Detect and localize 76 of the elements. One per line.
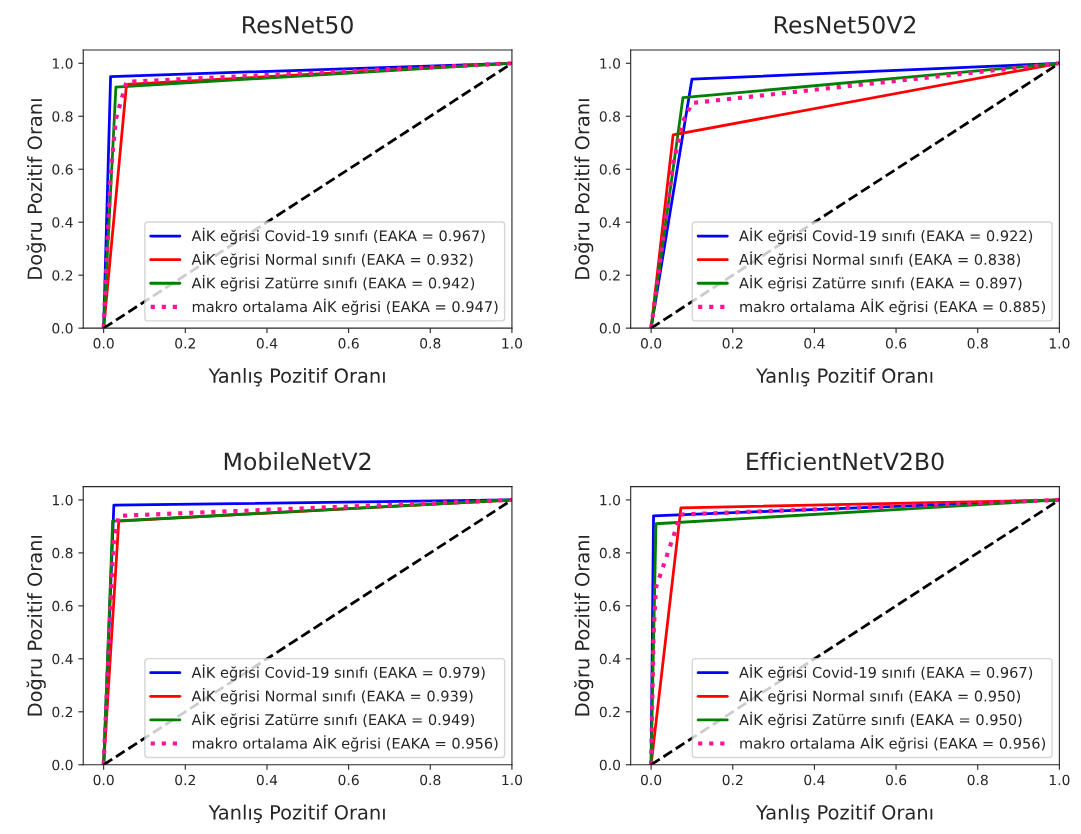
x-tick-label: 0.4: [256, 774, 278, 786]
legend-label: AİK eğrisi Covid-19 sınıfı (EAKA = 0.979): [191, 664, 485, 681]
chart-title: MobileNetV2: [224, 452, 371, 471]
x-axis-title: Yanlış Pozitif Oranı: [208, 367, 385, 387]
x-axis-title: Yanlış Pozitif Oranı: [208, 804, 385, 824]
x-tick-label: 0.4: [256, 338, 278, 349]
legend-label: AİK eğrisi Normal sınıfı (EAKA = 0.932): [191, 251, 473, 268]
x-tick-label: 0.8: [967, 338, 988, 349]
legend-label: AİK eğrisi Covid-19 sınıfı (EAKA = 0.967): [191, 227, 485, 245]
y-tick-label: 0.0: [52, 323, 73, 334]
x-tick-label: 1.0: [502, 338, 523, 349]
y-tick-label: 0.6: [599, 600, 621, 612]
legend-label: AİK eğrisi Zatürre sınıfı (EAKA = 0.897): [739, 275, 1022, 292]
y-tick-label: 0.2: [599, 706, 620, 718]
y-tick-label: 0.6: [52, 164, 73, 175]
legend-label: AİK eğrisi Normal sınıfı (EAKA = 0.950): [739, 688, 1021, 705]
y-tick-label: 1.0: [600, 494, 621, 506]
legend-label: AİK eğrisi Normal sınıfı (EAKA = 0.939): [191, 688, 473, 705]
legend-label: makro ortalama AİK eğrisi (EAKA = 0.885): [740, 298, 1046, 316]
x-tick-label: 0.2: [175, 338, 195, 349]
y-axis-title: Doğru Pozitif Oranı: [26, 99, 46, 279]
x-tick-label: 0.6: [885, 338, 907, 349]
chart-title: EfficientNetV2B0: [747, 452, 944, 471]
legend-label: makro ortalama AİK eğrisi (EAKA = 0.947): [192, 298, 498, 316]
y-tick-label: 0.4: [52, 217, 73, 228]
legend-label: AİK eğrisi Zatürre sınıfı (EAKA = 0.942): [191, 275, 475, 292]
y-tick-label: 0.8: [599, 547, 621, 559]
legend-label: AİK eğrisi Covid-19 sınıfı (EAKA = 0.967): [739, 664, 1033, 681]
y-tick-label: 0.8: [52, 111, 73, 122]
x-tick-label: 0.0: [640, 774, 662, 786]
chart-title: ResNet50V2: [774, 15, 916, 34]
x-tick-label: 0.8: [420, 338, 441, 349]
x-tick-label: 1.0: [1049, 774, 1070, 786]
x-tick-label: 1.0: [1049, 338, 1070, 349]
legend-label: AİK eğrisi Zatürre sınıfı (EAKA = 0.950): [739, 711, 1022, 729]
x-tick-label: 0.4: [804, 774, 825, 786]
x-axis-title: Yanlış Pozitif Oranı: [755, 804, 933, 824]
y-axis-title: Doğru Pozitif Oranı: [26, 535, 46, 716]
y-tick-label: 0.4: [52, 653, 73, 665]
legend-label: makro ortalama AİK eğrisi (EAKA = 0.956): [192, 735, 498, 752]
legend-label: AİK eğrisi Covid-19 sınıfı (EAKA = 0.922): [739, 227, 1033, 245]
y-tick-label: 0.8: [52, 547, 73, 559]
y-tick-label: 0.0: [52, 759, 73, 771]
y-tick-label: 0.0: [599, 323, 621, 334]
legend-label: AİK eğrisi Normal sınıfı (EAKA = 0.838): [739, 251, 1021, 268]
y-tick-label: 0.4: [599, 217, 621, 228]
x-tick-label: 0.0: [93, 338, 114, 349]
y-tick-label: 0.6: [599, 164, 621, 175]
x-tick-label: 1.0: [502, 774, 523, 786]
y-axis-title: Doğru Pozitif Oranı: [574, 99, 594, 279]
y-tick-label: 0.2: [52, 270, 73, 281]
y-tick-label: 0.6: [52, 600, 73, 612]
legend-label: AİK eğrisi Zatürre sınıfı (EAKA = 0.949): [191, 711, 475, 729]
x-tick-label: 0.2: [722, 338, 743, 349]
x-tick-label: 0.6: [885, 774, 907, 786]
x-tick-label: 0.0: [93, 774, 114, 786]
y-tick-label: 1.0: [52, 58, 73, 69]
x-tick-label: 0.2: [175, 774, 195, 786]
y-tick-label: 1.0: [600, 58, 621, 69]
y-tick-label: 0.4: [599, 653, 621, 665]
x-tick-label: 0.2: [722, 774, 743, 786]
x-tick-label: 0.8: [420, 774, 441, 786]
y-axis-title: Doğru Pozitif Oranı: [574, 535, 594, 716]
x-tick-label: 0.6: [338, 774, 359, 786]
y-tick-label: 0.0: [599, 759, 621, 771]
y-tick-label: 0.2: [52, 706, 73, 718]
chart-title: ResNet50: [243, 15, 353, 34]
x-tick-label: 0.6: [338, 338, 359, 349]
y-tick-label: 1.0: [52, 494, 73, 506]
x-tick-label: 0.8: [967, 774, 988, 786]
x-axis-title: Yanlış Pozitif Oranı: [755, 367, 933, 387]
x-tick-label: 0.0: [640, 338, 662, 349]
x-tick-label: 0.4: [804, 338, 825, 349]
legend-label: makro ortalama AİK eğrisi (EAKA = 0.956): [740, 735, 1046, 752]
y-tick-label: 0.2: [599, 270, 620, 281]
y-tick-label: 0.8: [599, 111, 621, 122]
